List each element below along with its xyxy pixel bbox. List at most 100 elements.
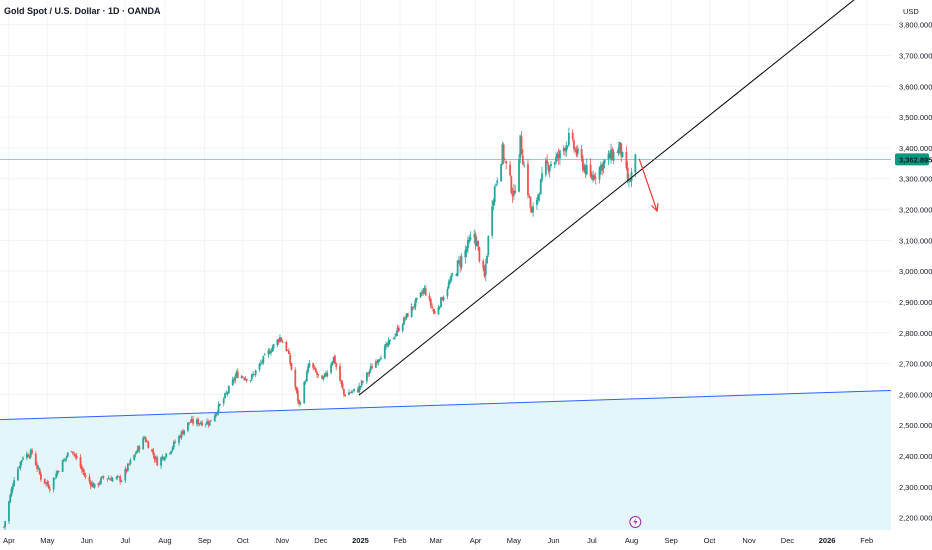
candle-down — [189, 422, 192, 423]
candle-down — [285, 341, 288, 351]
candle-down — [412, 306, 414, 309]
candle-down — [502, 144, 505, 160]
candle-down — [611, 150, 614, 160]
candle-down — [156, 457, 159, 466]
candle-down — [459, 260, 462, 267]
y-tick-label: 2,200.000 — [899, 514, 932, 523]
candle-down — [181, 431, 184, 435]
candle-down — [2, 526, 5, 528]
x-tick-label: Nov — [742, 536, 756, 545]
candle-up — [602, 161, 605, 170]
support-zone — [0, 390, 891, 530]
candle-up — [299, 403, 302, 405]
candle-up — [484, 263, 487, 275]
support-line[interactable] — [0, 389, 892, 421]
candle-down — [288, 350, 290, 355]
candle-up — [116, 476, 119, 477]
candle-down — [83, 472, 86, 476]
candle-up — [262, 356, 265, 363]
candle-up — [368, 371, 371, 374]
candle-up — [142, 437, 145, 450]
candle-down — [509, 164, 511, 176]
candle-up — [607, 153, 610, 160]
candle-down — [233, 379, 235, 381]
x-tick-label: 2025 — [352, 536, 369, 545]
candle-down — [514, 190, 517, 193]
candle-up — [93, 483, 96, 488]
trendline[interactable] — [358, 0, 861, 396]
candle-down — [48, 488, 51, 491]
candle-down — [75, 456, 78, 458]
candle-up — [548, 166, 551, 172]
candle-down — [557, 154, 560, 158]
candle-down — [510, 176, 513, 194]
candle-down — [593, 176, 596, 179]
candle-up — [473, 234, 476, 237]
candle-down — [146, 441, 148, 443]
candle-down — [210, 420, 212, 422]
y-tick-label: 3,500.000 — [899, 113, 932, 122]
candle-up — [496, 180, 499, 184]
candle-down — [295, 386, 298, 392]
arrow-head[interactable] — [651, 203, 659, 213]
candle-up — [169, 452, 171, 455]
candle-up — [388, 339, 391, 342]
x-tick-label: Jul — [120, 536, 130, 545]
y-tick-label: 2,500.000 — [899, 421, 932, 430]
candle-up — [307, 366, 309, 373]
candle-up — [395, 333, 398, 336]
candle-up — [222, 399, 225, 404]
candle-down — [38, 468, 41, 474]
candle-up — [493, 186, 496, 202]
candle-up — [351, 390, 354, 392]
candle-up — [206, 421, 208, 425]
candle-down — [601, 164, 603, 171]
candle-up — [56, 471, 59, 475]
candle-up — [218, 403, 221, 406]
candle-down — [367, 373, 370, 375]
candle-up — [198, 423, 201, 425]
candle-up — [532, 206, 534, 213]
candle-up — [438, 306, 441, 308]
candle-up — [365, 372, 368, 382]
candle-down — [89, 481, 92, 486]
candle-up — [599, 165, 602, 169]
candle-up — [261, 362, 263, 363]
candle-down — [312, 363, 315, 368]
candle-up — [25, 454, 28, 459]
candle-up — [451, 274, 454, 276]
candle-down — [281, 341, 284, 343]
candle-up — [190, 418, 193, 423]
candle-down — [128, 463, 131, 465]
candle-down — [27, 454, 30, 457]
y-tick-label: 3,800.000 — [899, 21, 932, 30]
candle-down — [616, 151, 619, 153]
candle-up — [54, 478, 56, 480]
candle-down — [277, 339, 280, 342]
candle-up — [187, 422, 189, 431]
candle-down — [289, 354, 292, 364]
candle-up — [66, 452, 69, 457]
candle-up — [305, 372, 308, 382]
candle-up — [129, 459, 132, 464]
candle-down — [477, 240, 479, 247]
candle-up — [583, 166, 586, 171]
y-tick-label: 3,100.000 — [899, 236, 932, 245]
candle-up — [213, 415, 216, 422]
candle-down — [174, 442, 177, 443]
x-tick-label: Oct — [704, 536, 717, 545]
candle-down — [43, 478, 46, 484]
candle-down — [428, 295, 431, 300]
candle-up — [100, 477, 102, 484]
candle-down — [151, 449, 154, 452]
candle-down — [71, 451, 74, 454]
y-tick-label: 2,400.000 — [899, 452, 932, 461]
x-tick-label: Apr — [470, 536, 482, 545]
candle-down — [608, 153, 611, 159]
candle-down — [404, 318, 407, 320]
candle-down — [134, 453, 137, 455]
arrow-shaft[interactable] — [638, 158, 658, 212]
candle-up — [387, 340, 390, 346]
